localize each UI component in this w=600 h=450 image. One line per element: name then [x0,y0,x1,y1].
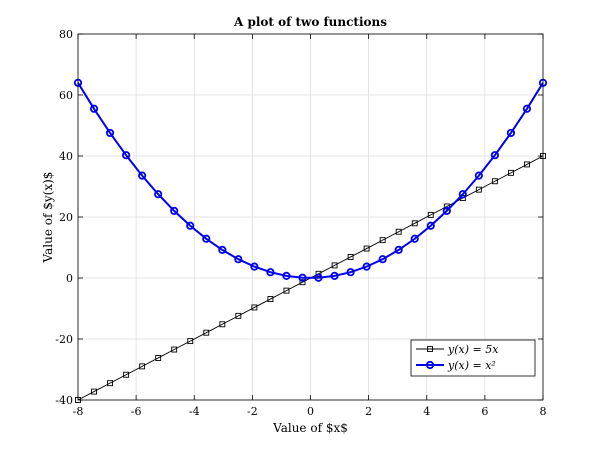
x-axis-title: Value of $x$ [272,421,348,435]
series-linear-point [299,279,306,286]
chart-title: A plot of two functions [233,15,387,29]
series-linear-point [443,203,450,210]
series-quadratic-point [138,171,147,180]
series-quadratic-point [105,128,115,138]
series-linear-point [331,262,338,269]
series-linear-point [171,346,178,353]
series-quadratic-point [250,262,259,271]
series-quadratic-point [458,190,467,199]
series-quadratic-point [490,151,500,160]
series-linear-point [219,321,226,328]
series-linear-point [395,228,402,235]
series-linear-point [139,363,146,370]
series-linear-point [363,245,370,252]
series-linear-point [91,388,97,395]
series-linear-point [251,304,258,311]
x-tick-label: 0 [307,405,314,418]
series-quadratic-point [154,190,163,199]
y-tick-label: 20 [59,211,73,224]
series-quadratic-point [202,234,211,243]
series-quadratic-point [522,104,532,113]
series-linear-point [411,220,418,227]
x-tick-label: 6 [481,405,488,418]
series-group [73,78,548,403]
series-quadratic-point [474,171,483,180]
series-quadratic-point [330,271,339,280]
series-linear-point [187,338,194,345]
x-tick-label: -4 [189,405,200,418]
series-linear-point [524,161,530,168]
series-quadratic-point [314,273,323,282]
x-tick-label: -2 [247,405,258,418]
series-quadratic-point [442,206,451,215]
series-quadratic-point [426,221,435,230]
series-linear-point [123,371,130,378]
series-quadratic-point [218,245,227,255]
x-tick-label: -6 [131,405,142,418]
series-quadratic-point [266,268,275,277]
series-linear-point [235,312,242,319]
series-linear-point [507,169,514,176]
series-linear-point [347,254,354,260]
series-linear-point [427,211,434,218]
x-tick-label: -8 [73,405,84,418]
series-quadratic-point [186,221,195,230]
series-quadratic-point [89,104,99,113]
series-quadratic-point [362,262,371,271]
series-linear-point [155,354,162,361]
series-linear-point [107,380,114,387]
y-axis-title: Value of $y(x)$ [41,172,55,264]
series-linear-point [491,178,498,185]
series-quadratic-point [121,151,131,160]
x-tick-label: 8 [540,405,547,418]
series-quadratic-point [234,255,243,264]
series-quadratic-point [394,245,403,255]
y-tick-label: -40 [55,394,73,407]
series-quadratic-point [346,268,355,277]
series-quadratic-point [410,234,419,243]
y-tick-label: -20 [55,333,73,346]
legend: y(x) = 5x y(x) = x² [410,339,536,377]
series-linear-point [203,329,210,336]
series-quadratic [73,78,548,282]
legend-box [410,339,536,377]
series-linear-point [283,287,290,294]
series-quadratic-point [506,128,516,138]
series-linear-point [379,237,386,244]
series-quadratic-point [282,271,291,280]
series-quadratic-point [298,273,307,282]
y-tick-label: 40 [59,150,73,163]
y-tick-label: 60 [59,89,73,102]
y-tick-label: 0 [66,272,73,285]
series-quadratic-point [378,255,387,264]
series-quadratic-point [170,206,179,215]
legend-label-linear: y(x) = 5x [447,343,499,356]
series-linear-point [315,270,322,277]
legend-label-quadratic: y(x) = x² [447,359,496,372]
series-linear-point [267,296,274,302]
x-tick-label: 2 [365,405,372,418]
series-linear-point [475,186,482,193]
x-tick-label: 4 [423,405,430,418]
legend-marker-quadratic [425,360,435,370]
legend-marker-linear [427,346,433,352]
y-tick-label: 80 [59,28,73,41]
